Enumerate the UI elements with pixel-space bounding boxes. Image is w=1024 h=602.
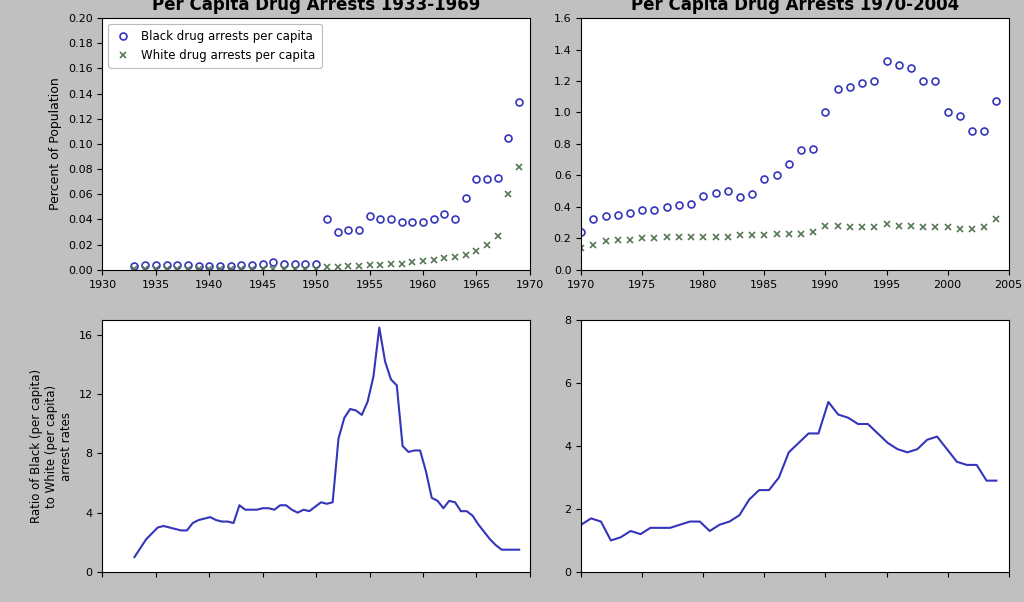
Black drug arrests per capita	[299, 260, 311, 267]
Black drug arrests per capita	[246, 261, 258, 268]
Black drug arrests per capita	[470, 176, 482, 183]
White drug arrests per capita	[449, 253, 461, 261]
Black drug arrests per capita	[171, 261, 183, 268]
Black drug arrests per capita	[352, 226, 365, 233]
White drug arrests per capita	[214, 265, 226, 272]
Black drug arrests per capita	[321, 216, 333, 223]
White drug arrests per capita	[181, 265, 194, 272]
Title: Per Capita Drug Arrests 1933-1969: Per Capita Drug Arrests 1933-1969	[152, 0, 480, 14]
Black drug arrests per capita	[513, 99, 525, 106]
Black drug arrests per capita	[438, 211, 451, 218]
Black drug arrests per capita	[214, 262, 226, 270]
White drug arrests per capita	[470, 247, 482, 255]
Black drug arrests per capita	[364, 212, 376, 219]
Black drug arrests per capita	[395, 219, 408, 226]
White drug arrests per capita	[481, 241, 494, 248]
Black drug arrests per capita	[193, 262, 205, 270]
Black drug arrests per capita	[332, 228, 344, 235]
White drug arrests per capita	[203, 265, 215, 272]
White drug arrests per capita	[385, 260, 397, 267]
White drug arrests per capita	[513, 163, 525, 170]
Black drug arrests per capita	[257, 260, 269, 267]
Black drug arrests per capita	[407, 219, 419, 226]
White drug arrests per capita	[395, 260, 408, 267]
White drug arrests per capita	[289, 265, 301, 272]
Title: Per Capita Drug Arrests 1970-2004: Per Capita Drug Arrests 1970-2004	[631, 0, 959, 14]
White drug arrests per capita	[257, 265, 269, 272]
White drug arrests per capita	[407, 259, 419, 266]
White drug arrests per capita	[139, 265, 152, 272]
White drug arrests per capita	[492, 232, 504, 240]
Black drug arrests per capita	[139, 261, 152, 268]
Black drug arrests per capita	[417, 219, 429, 226]
White drug arrests per capita	[278, 265, 290, 272]
White drug arrests per capita	[428, 256, 440, 263]
Y-axis label: Percent of Population: Percent of Population	[49, 78, 62, 210]
White drug arrests per capita	[246, 265, 258, 272]
Black drug arrests per capita	[449, 216, 461, 223]
White drug arrests per capita	[171, 265, 183, 272]
White drug arrests per capita	[299, 265, 311, 272]
Black drug arrests per capita	[289, 260, 301, 267]
Black drug arrests per capita	[267, 259, 280, 266]
Black drug arrests per capita	[310, 260, 323, 267]
Black drug arrests per capita	[492, 175, 504, 182]
Black drug arrests per capita	[428, 216, 440, 223]
Black drug arrests per capita	[224, 262, 237, 270]
White drug arrests per capita	[503, 191, 515, 198]
Black drug arrests per capita	[374, 216, 386, 223]
Y-axis label: Ratio of Black (per capita)
to White (per capita)
arrest rates: Ratio of Black (per capita) to White (pe…	[30, 369, 73, 523]
Black drug arrests per capita	[503, 134, 515, 141]
Black drug arrests per capita	[150, 261, 162, 268]
White drug arrests per capita	[438, 255, 451, 262]
Line: White drug arrests per capita: White drug arrests per capita	[131, 163, 522, 272]
Black drug arrests per capita	[203, 262, 215, 270]
Black drug arrests per capita	[460, 194, 472, 202]
White drug arrests per capita	[364, 261, 376, 268]
White drug arrests per capita	[193, 265, 205, 272]
Legend: Black drug arrests per capita, White drug arrests per capita: Black drug arrests per capita, White dru…	[109, 24, 322, 67]
Black drug arrests per capita	[481, 176, 494, 183]
White drug arrests per capita	[352, 262, 365, 270]
White drug arrests per capita	[374, 261, 386, 268]
White drug arrests per capita	[267, 265, 280, 272]
White drug arrests per capita	[417, 258, 429, 265]
White drug arrests per capita	[150, 265, 162, 272]
White drug arrests per capita	[342, 262, 354, 270]
White drug arrests per capita	[460, 251, 472, 258]
Black drug arrests per capita	[278, 260, 290, 267]
White drug arrests per capita	[161, 265, 173, 272]
Black drug arrests per capita	[181, 261, 194, 268]
Black drug arrests per capita	[161, 261, 173, 268]
Line: Black drug arrests per capita: Black drug arrests per capita	[131, 99, 522, 270]
White drug arrests per capita	[321, 264, 333, 271]
White drug arrests per capita	[310, 265, 323, 272]
White drug arrests per capita	[332, 264, 344, 271]
White drug arrests per capita	[128, 265, 140, 272]
White drug arrests per capita	[224, 265, 237, 272]
Black drug arrests per capita	[385, 216, 397, 223]
Black drug arrests per capita	[128, 262, 140, 270]
White drug arrests per capita	[236, 265, 248, 272]
Black drug arrests per capita	[342, 226, 354, 233]
Black drug arrests per capita	[236, 261, 248, 268]
